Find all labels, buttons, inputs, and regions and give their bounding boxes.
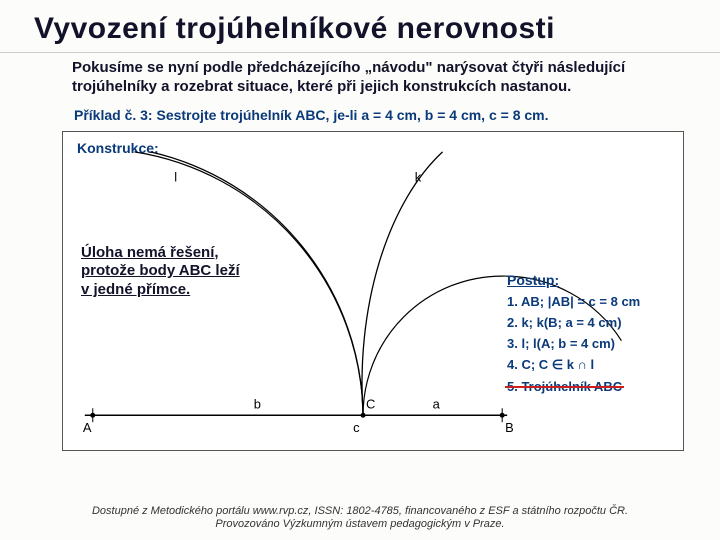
label-A: A [83, 420, 92, 435]
intro-text: Pokusíme se nyní podle předcházejícího „… [0, 53, 720, 97]
step-2: 2. k; k(B; a = 4 cm) [507, 315, 677, 330]
postup-title: Postup: [507, 272, 677, 288]
step-5: 5. Trojúhelník ABC [507, 379, 677, 394]
footer-line-1: Dostupné z Metodického portálu www.rvp.c… [92, 505, 628, 517]
result-text: Úloha nemá řešení, protože body ABC leží… [81, 244, 251, 300]
step-1: 1. AB; |AB| = c = 8 cm [507, 294, 677, 309]
postup-panel: Postup: 1. AB; |AB| = c = 8 cm 2. k; k(B… [507, 272, 677, 400]
label-C: C [366, 396, 375, 411]
label-a: a [433, 396, 441, 411]
example-text: Příklad č. 3: Sestrojte trojúhelník ABC,… [0, 97, 720, 127]
label-B: B [505, 420, 514, 435]
label-k: k [415, 169, 422, 184]
label-c: c [353, 420, 360, 435]
label-l: l [174, 169, 177, 184]
page-title: Vyvození trojúhelníkové nerovnosti [0, 0, 720, 53]
footer-line-2: Provozováno Výzkumným ústavem pedagogick… [215, 518, 504, 530]
step-4: 4. C; C ∈ k ∩ l [507, 357, 677, 373]
construction-panel: Konstrukce: l k A B C b a c [62, 131, 684, 451]
footer: Dostupné z Metodického portálu www.rvp.c… [0, 505, 720, 533]
label-b: b [254, 396, 261, 411]
step-3: 3. l; l(A; b = 4 cm) [507, 336, 677, 351]
